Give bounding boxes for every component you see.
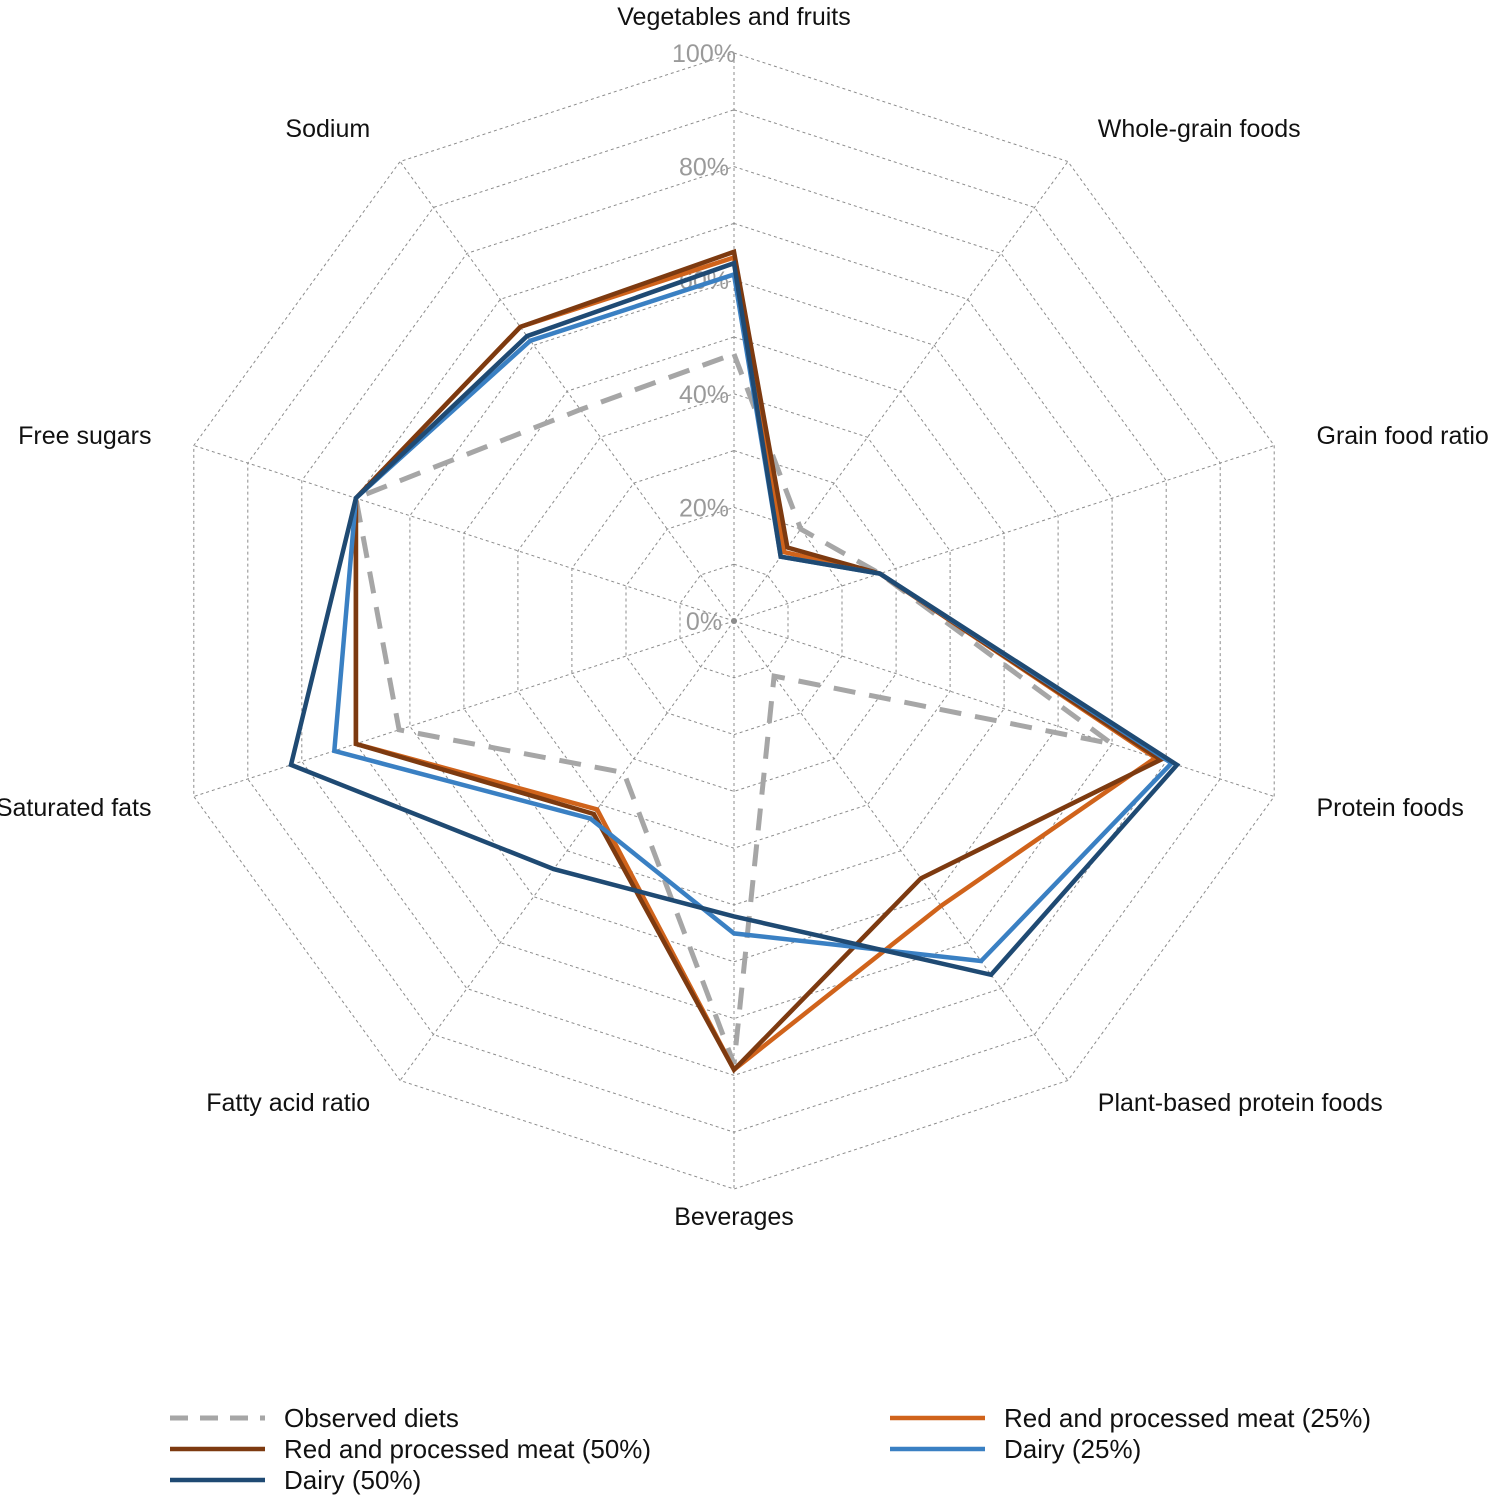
grid-ring (355, 222, 1113, 1020)
grid-ring (301, 166, 1167, 1076)
axis-label: Saturated fats (0, 794, 152, 822)
series-line (288, 260, 1181, 978)
axis-label: Sodium (285, 115, 370, 143)
legend-label: Red and processed meat (25%) (1004, 1403, 1371, 1433)
series-lines (288, 248, 1181, 1074)
legend-label: Observed diets (284, 1403, 459, 1433)
center-dot (731, 618, 737, 624)
legend-item: Dairy (50%) (170, 1465, 421, 1495)
series-line (353, 248, 1166, 1074)
spoke-line (733, 620, 1069, 1081)
spoke-line (399, 161, 735, 622)
spoke-line (193, 620, 735, 797)
legend-label: Red and processed meat (50%) (284, 1434, 651, 1464)
spoke-line (733, 445, 1275, 622)
axis-label: Free sugars (18, 422, 151, 450)
grid-ring (571, 450, 897, 792)
axis-label: Whole-grain foods (1098, 115, 1301, 143)
axis-label: Fatty acid ratio (206, 1089, 370, 1117)
radar-spokes (193, 53, 1275, 1189)
tick-label: 80% (679, 154, 729, 182)
axis-labels: Vegetables and fruits Whole-grain foods Gr… (0, 3, 1489, 1231)
axis-label: Vegetables and fruits (617, 3, 851, 31)
axis-label: Grain food ratio (1317, 422, 1489, 450)
spoke-line (399, 620, 735, 1081)
axis-label: Plant-based protein foods (1098, 1089, 1383, 1117)
legend-label: Dairy (25%) (1004, 1434, 1141, 1464)
axis-label: Protein foods (1317, 794, 1464, 822)
tick-label: 0% (686, 608, 722, 636)
spoke-line (733, 620, 1275, 797)
radial-tick-labels: 0%20%40%60%80%100% (672, 40, 736, 636)
spoke-line (193, 445, 735, 622)
tick-label: 100% (672, 40, 736, 68)
axis-label: Beverages (674, 1203, 794, 1231)
tick-label: 40% (679, 381, 729, 409)
legend-label: Dairy (50%) (284, 1465, 421, 1495)
legend-item: Observed diets (170, 1403, 459, 1433)
spoke-line (733, 161, 1069, 622)
legend-item: Red and processed meat (50%) (170, 1434, 651, 1464)
grid-ring (517, 393, 951, 849)
legend-item: Red and processed meat (25%) (890, 1403, 1371, 1433)
series-line (353, 350, 1114, 1065)
legend-item: Dairy (25%) (890, 1434, 1141, 1464)
tick-label: 20% (679, 494, 729, 522)
